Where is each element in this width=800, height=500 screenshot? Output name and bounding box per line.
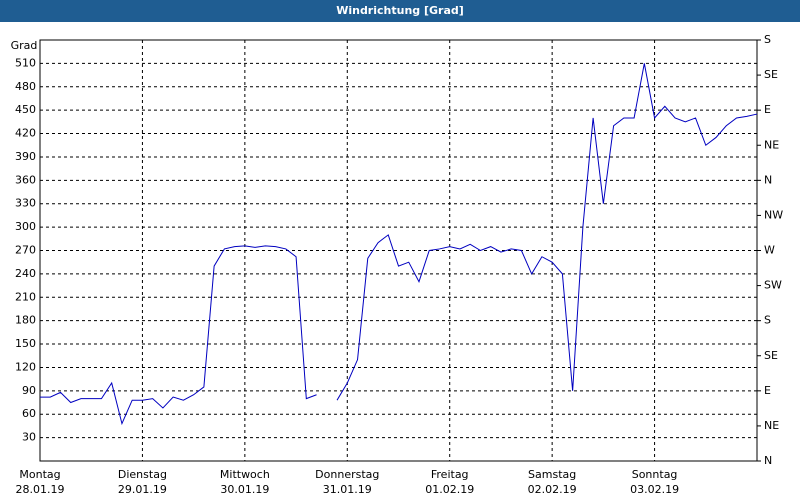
x-tick-label: 29.01.19 [118,483,167,496]
y-tick-label: 90 [22,384,36,397]
x-tick-label: 28.01.19 [16,483,65,496]
y2-tick-label: E [764,384,771,397]
y2-tick-label: NW [764,208,783,221]
x-tick-label: 01.02.19 [425,483,474,496]
x-tick-day: Montag [19,468,60,481]
x-tick-label: 30.01.19 [220,483,269,496]
x-tick-day: Dienstag [118,468,167,481]
y2-tick-label: SE [764,349,778,362]
y2-tick-label: SW [764,279,782,292]
y2-tick-label: NE [764,138,779,151]
y-tick-label: 510 [15,56,36,69]
y-tick-label: 240 [15,267,36,280]
y-tick-label: 390 [15,150,36,163]
y-tick-label: 150 [15,337,36,350]
chart-title: Windrichtung [Grad] [336,4,464,17]
x-tick-label: 31.01.19 [323,483,372,496]
data-line [40,63,758,426]
x-tick-day: Mittwoch [220,468,270,481]
y-tick-label: 270 [15,244,36,257]
x-tick-day: Samstag [528,468,576,481]
x-tick-day: Freitag [431,468,469,481]
y-tick-label: 360 [15,173,36,186]
y-tick-label: 30 [22,431,36,444]
y-tick-label: 330 [15,197,36,210]
y2-tick-label: SE [764,68,778,81]
y-axis-label: Grad [11,39,38,52]
y2-tick-label: N [764,173,772,186]
plot-frame [39,39,758,462]
x-tick-day: Donnerstag [315,468,379,481]
y-tick-label: 300 [15,220,36,233]
x-tick-label: 03.02.19 [630,483,679,496]
x-tick-label: 02.02.19 [528,483,577,496]
y-tick-label: 480 [15,80,36,93]
y-tick-label: 180 [15,314,36,327]
y-tick-label: 450 [15,103,36,116]
y-tick-label: 120 [15,360,36,373]
y2-tick-label: S [764,314,771,327]
y-tick-label: 60 [22,407,36,420]
y2-tick-label: E [764,103,771,116]
y2-tick-label: S [764,33,771,46]
y-tick-label: 420 [15,127,36,140]
x-tick-day: Sonntag [632,468,678,481]
y-tick-label: 210 [15,290,36,303]
y2-tick-label: W [764,244,775,257]
y2-tick-label: NE [764,419,779,432]
y2-tick-label: N [764,454,772,467]
title-bar [0,0,800,22]
